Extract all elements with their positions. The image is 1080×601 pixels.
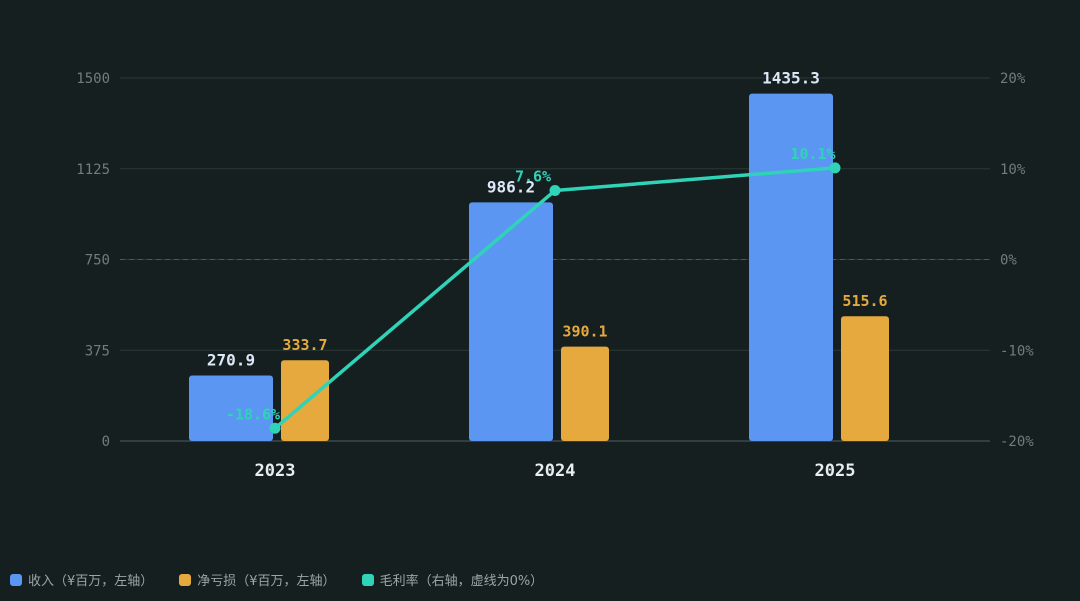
legend-item-gross-margin[interactable]: 毛利率（右轴，虚线为0%） (361, 570, 544, 589)
y-left-tick-label: 0 (102, 434, 110, 450)
bar-layer (189, 93, 889, 441)
point-gross-margin (269, 422, 281, 434)
y-right-tick-label: 0% (1000, 253, 1017, 269)
legend-label-net-loss: 净亏损（¥百万，左轴） (197, 574, 336, 589)
bar-revenue (189, 375, 273, 441)
bar-revenue (749, 93, 833, 441)
data-label-gross-margin: 10.1% (790, 145, 835, 163)
bar-net-loss (561, 346, 609, 441)
data-label-revenue: 1435.3 (762, 69, 820, 88)
bar-revenue (469, 202, 553, 441)
x-category-label: 2024 (535, 461, 576, 481)
y-left-tick-label: 1125 (76, 162, 110, 178)
y-left-tick-label: 750 (85, 253, 110, 269)
data-label-net-loss: 390.1 (562, 323, 607, 341)
x-category-label: 2023 (255, 461, 296, 481)
data-label-gross-margin: 7.6% (515, 168, 551, 186)
line-layer (269, 162, 841, 434)
legend-swatch-net-loss (179, 573, 192, 586)
point-gross-margin (829, 162, 841, 174)
data-label-gross-margin: -18.6% (226, 405, 280, 423)
point-gross-margin (549, 185, 561, 197)
data-label-net-loss: 333.7 (282, 336, 327, 354)
legend-label-revenue: 收入（¥百万，左轴） (28, 574, 154, 589)
y-right-tick-label: -20% (1000, 434, 1034, 450)
legend-label-gross-margin: 毛利率（右轴，虚线为0%） (379, 574, 544, 589)
y-right-tick-label: 10% (1000, 162, 1026, 178)
legend-swatch-revenue (10, 573, 22, 586)
legend-item-revenue[interactable]: 收入（¥百万，左轴） (10, 570, 153, 589)
bar-net-loss (841, 316, 889, 441)
y-right-tick-label: -10% (1000, 343, 1034, 359)
data-label-revenue: 986.2 (487, 177, 535, 196)
x-category-label: 2025 (815, 461, 856, 481)
data-label-net-loss: 515.6 (842, 292, 887, 310)
data-label-revenue: 270.9 (207, 350, 255, 369)
y-left-tick-label: 375 (85, 343, 110, 359)
label-layer: 0 375 750 1125 1500 -20% -10% 0% 10% 20% 270.9 333.… (76, 69, 1034, 481)
legend-item-net-loss[interactable]: 净亏损（¥百万，左轴） (179, 570, 336, 589)
legend: 收入（¥百万，左轴） 净亏损（¥百万，左轴） 毛利率（右轴，虚线为0%） (10, 570, 543, 589)
legend-swatch-gross-margin (361, 573, 374, 586)
y-right-tick-label: 20% (1000, 71, 1026, 87)
y-left-tick-label: 1500 (76, 71, 110, 87)
